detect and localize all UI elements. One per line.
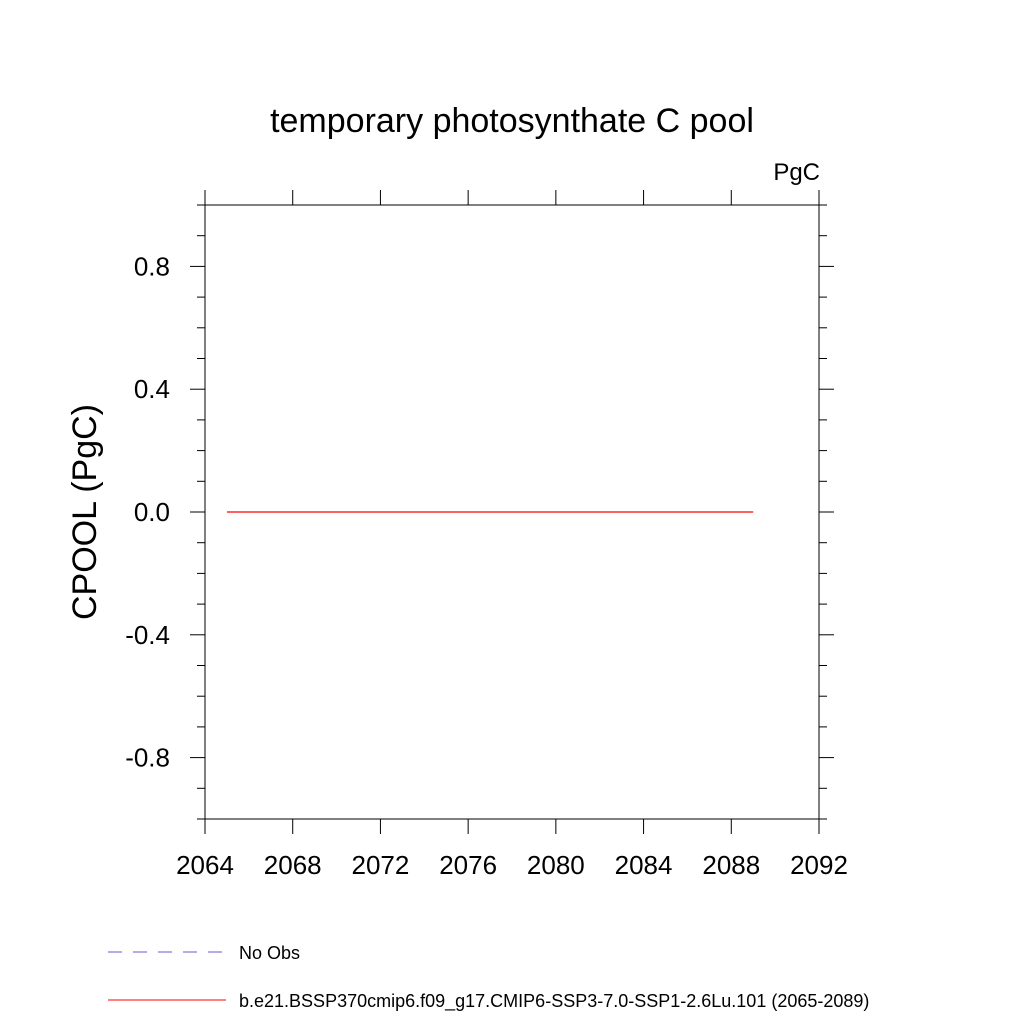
x-tick-label: 2084 (615, 850, 673, 880)
chart-title: temporary photosynthate C pool (270, 102, 754, 140)
x-tick-label: 2076 (439, 850, 497, 880)
y-tick-label: 0.8 (134, 251, 170, 281)
legend-label: b.e21.BSSP370cmip6.f09_g17.CMIP6-SSP3-7.… (239, 991, 869, 1012)
y-tick-label: -0.8 (125, 743, 170, 773)
y-axis-tick-labels: -0.8 -0.4 0.0 0.4 0.8 (125, 251, 170, 772)
y-axis-label: CPOOL (PgC) (66, 404, 104, 620)
y-axis-ticks (190, 204, 834, 820)
legend: No Obs b.e21.BSSP370cmip6.f09_g17.CMIP6-S… (108, 943, 869, 1012)
x-axis-tick-labels: 2064 2068 2072 2076 2080 2084 2088 2092 (176, 850, 848, 880)
x-axis-ticks (204, 190, 820, 834)
x-tick-label: 2064 (176, 850, 234, 880)
y-tick-label: 0.4 (134, 374, 170, 404)
x-tick-label: 2080 (527, 850, 585, 880)
x-tick-label: 2068 (264, 850, 322, 880)
x-tick-label: 2072 (352, 850, 410, 880)
x-tick-label: 2092 (790, 850, 848, 880)
y-tick-label: 0.0 (134, 497, 170, 527)
legend-label: No Obs (239, 943, 300, 963)
x-tick-label: 2088 (702, 850, 760, 880)
units-label: PgC (773, 159, 820, 186)
y-tick-label: -0.4 (125, 620, 170, 650)
